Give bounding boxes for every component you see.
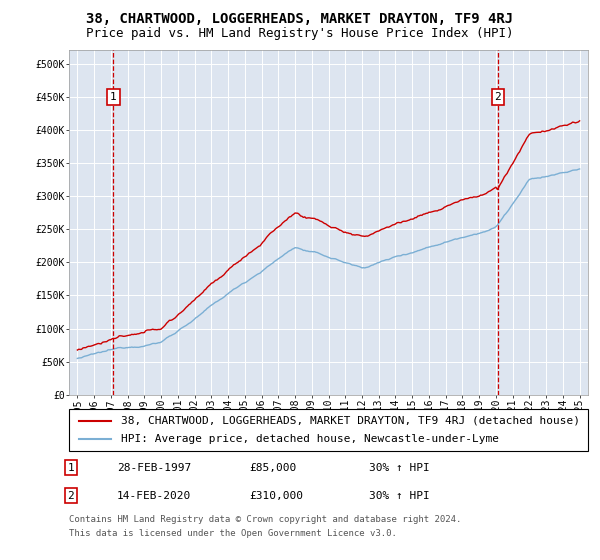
Text: £85,000: £85,000 bbox=[249, 463, 296, 473]
Text: 14-FEB-2020: 14-FEB-2020 bbox=[117, 491, 191, 501]
Text: £310,000: £310,000 bbox=[249, 491, 303, 501]
Text: 2: 2 bbox=[67, 491, 74, 501]
FancyBboxPatch shape bbox=[69, 409, 588, 451]
Text: 2: 2 bbox=[494, 92, 502, 102]
Text: 30% ↑ HPI: 30% ↑ HPI bbox=[369, 491, 430, 501]
Text: Contains HM Land Registry data © Crown copyright and database right 2024.: Contains HM Land Registry data © Crown c… bbox=[69, 515, 461, 524]
Text: 1: 1 bbox=[67, 463, 74, 473]
Text: 30% ↑ HPI: 30% ↑ HPI bbox=[369, 463, 430, 473]
Text: 38, CHARTWOOD, LOGGERHEADS, MARKET DRAYTON, TF9 4RJ (detached house): 38, CHARTWOOD, LOGGERHEADS, MARKET DRAYT… bbox=[121, 416, 580, 426]
Text: 1: 1 bbox=[110, 92, 117, 102]
Text: HPI: Average price, detached house, Newcastle-under-Lyme: HPI: Average price, detached house, Newc… bbox=[121, 434, 499, 444]
Text: This data is licensed under the Open Government Licence v3.0.: This data is licensed under the Open Gov… bbox=[69, 529, 397, 538]
Text: Price paid vs. HM Land Registry's House Price Index (HPI): Price paid vs. HM Land Registry's House … bbox=[86, 27, 514, 40]
Text: 38, CHARTWOOD, LOGGERHEADS, MARKET DRAYTON, TF9 4RJ: 38, CHARTWOOD, LOGGERHEADS, MARKET DRAYT… bbox=[86, 12, 514, 26]
Text: 28-FEB-1997: 28-FEB-1997 bbox=[117, 463, 191, 473]
